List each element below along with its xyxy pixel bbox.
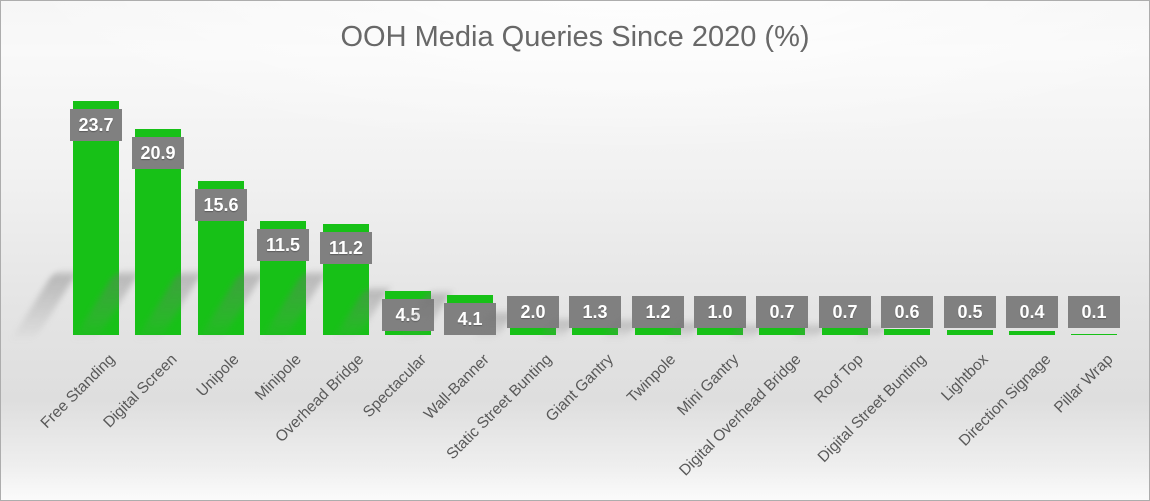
data-label: 0.4	[1006, 296, 1058, 328]
data-label: 0.7	[819, 296, 871, 328]
category-label: Digital Overhead Bridge	[676, 351, 805, 480]
data-label: 4.1	[444, 303, 496, 335]
category-label: Twinpole	[624, 351, 680, 407]
bar-digital-overhead-bridge	[759, 328, 805, 335]
data-label: 1.0	[694, 296, 746, 328]
category-label: Lightbox	[938, 351, 992, 405]
category-label: Static Street Bunting	[442, 351, 555, 463]
bar-direction-signage	[1009, 331, 1055, 335]
category-label: Pillar Wrap	[1051, 351, 1117, 417]
bar-roof-top	[822, 328, 868, 335]
category-label: Digital Street Bunting	[814, 351, 930, 466]
data-label: 20.9	[132, 137, 184, 169]
data-label: 11.2	[320, 232, 372, 264]
bar-shadow	[13, 273, 77, 337]
data-label: 1.3	[569, 296, 621, 328]
category-label: Roof Top	[811, 351, 867, 407]
data-label: 0.5	[944, 296, 996, 328]
data-label: 0.7	[756, 296, 808, 328]
data-label: 15.6	[195, 189, 247, 221]
chart-title: OOH Media Queries Since 2020 (%)	[340, 21, 810, 53]
data-label: 2.0	[507, 296, 559, 328]
data-label: 1.2	[632, 296, 684, 328]
category-label: Unipole	[193, 351, 243, 401]
data-label: 11.5	[257, 229, 309, 261]
bar-mini-gantry	[697, 325, 743, 335]
bar-digital-street-bunting	[884, 329, 930, 335]
bar-lightbox	[947, 330, 993, 335]
data-label: 0.6	[881, 296, 933, 328]
data-label: 0.1	[1068, 296, 1120, 328]
data-label: 23.7	[70, 109, 122, 141]
bar-pillar-wrap	[1071, 334, 1117, 335]
data-label: 4.5	[382, 299, 434, 331]
category-label: Minipole	[252, 351, 306, 404]
